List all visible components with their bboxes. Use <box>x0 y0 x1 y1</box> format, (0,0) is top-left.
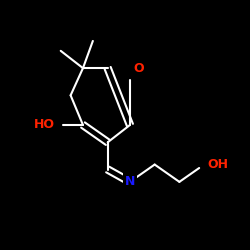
Text: OH: OH <box>208 158 229 171</box>
Text: HO: HO <box>34 118 54 132</box>
Text: N: N <box>125 175 135 188</box>
Text: O: O <box>134 62 144 75</box>
